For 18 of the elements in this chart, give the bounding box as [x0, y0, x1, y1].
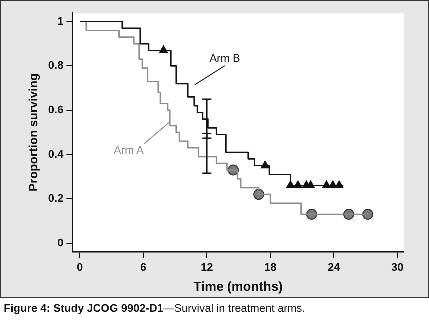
y-tick-label: 0	[58, 237, 64, 250]
y-tick-label: 1	[58, 16, 64, 28]
x-axis-title: Time (months)	[194, 278, 284, 294]
caption: Figure 4: Study JCOG 9902-D1—Survival in treatment arms.	[4, 303, 306, 315]
x-tick-label: 12	[200, 262, 214, 274]
x-tick-label: 0	[77, 262, 84, 274]
x-tick-label: 24	[328, 262, 342, 274]
x-tick-label: 6	[140, 262, 147, 274]
y-tick-label: 0.4	[48, 148, 65, 161]
text: Arm A	[114, 145, 145, 158]
x-tick-label: 30	[392, 262, 404, 274]
point	[362, 209, 374, 220]
text: Arm B	[210, 53, 240, 66]
y-tick-label: 0.2	[48, 193, 64, 206]
y-tick-label: 0.6	[48, 104, 64, 116]
y-tick-label: 0.8	[48, 60, 64, 72]
x-tick-label: 18	[264, 262, 277, 274]
y-axis-title: Proportion surviving	[26, 74, 41, 192]
